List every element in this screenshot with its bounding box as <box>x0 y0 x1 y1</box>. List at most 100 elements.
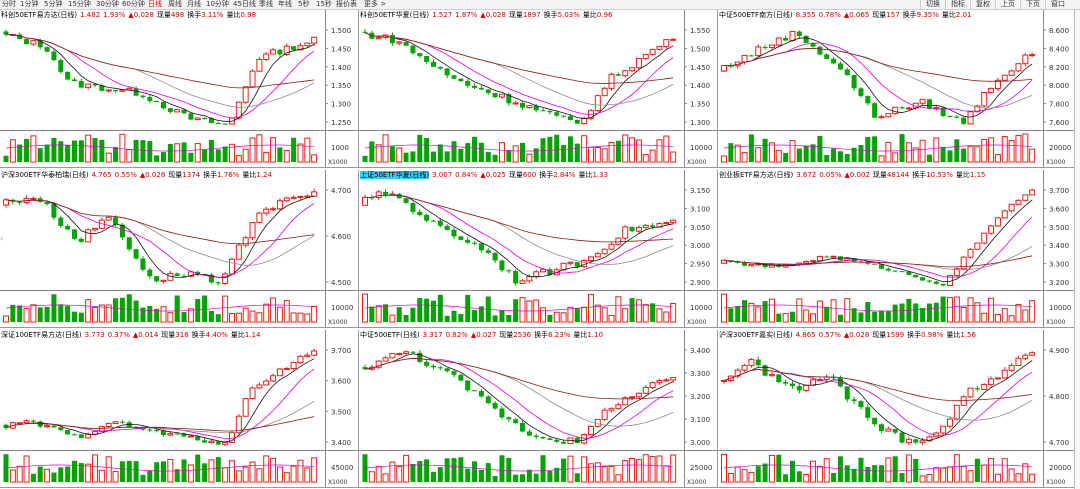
turnover-label: 换手 <box>902 11 917 19</box>
volume-label: 现量 <box>872 11 887 19</box>
price-tick-label: 4.900 <box>1049 347 1069 355</box>
price-tick-label: 1.450 <box>690 64 710 72</box>
period-tab[interactable]: 5分钟 <box>44 0 63 8</box>
period-tab[interactable]: 月线 <box>187 0 201 8</box>
price-tick-label: 3.400 <box>331 439 351 447</box>
volume-tick-label: 20000 <box>1049 144 1071 152</box>
period-tab[interactable]: 30分钟 <box>96 0 119 8</box>
turnover-label: 换手 <box>539 171 554 179</box>
kline-panel[interactable]: 科创50ETF易方达(日线) 1.482 1.93% ▲0.028 现量498 换手3.1… <box>0 10 359 168</box>
panel-header: 沪深300ETF华泰柏瑞(日线) 4.765 0.55% ▲0.026 现量1374 换手… <box>1 171 272 180</box>
kline-panel[interactable]: 创业板ETF易方达(日线) 3.672 0.05% ▲0.002 现量48144 换手10… <box>718 170 1077 328</box>
turnover-label: 换手 <box>907 331 922 339</box>
price-tick-label: 3.200 <box>690 393 710 401</box>
quote-table-tab[interactable]: 报价表 <box>336 0 357 8</box>
price-tick-label: 1.500 <box>331 27 351 35</box>
price-tick-label: 3.700 <box>1049 187 1069 195</box>
period-tab[interactable]: 60分钟 <box>122 0 145 8</box>
price-tick-label: 2.900 <box>690 279 710 287</box>
price-tick-label: 3.150 <box>690 187 710 195</box>
price-tick-label: 8.400 <box>1049 45 1069 53</box>
period-tab[interactable]: 年线 <box>278 0 292 8</box>
price-tick-label: 1.550 <box>690 27 710 35</box>
adjust-button[interactable]: 复权 <box>970 0 995 9</box>
volume-tick-label: 45000 <box>331 464 353 472</box>
next-page-button[interactable]: 下页 <box>1020 0 1045 9</box>
price-tick-label: 4.800 <box>1049 393 1069 401</box>
period-tab[interactable]: 45日线 <box>233 0 256 8</box>
volume-ratio-label: 量比 <box>955 171 970 179</box>
kline-panel[interactable]: 沪深300ETF华泰柏瑞(日线) 4.765 0.55% ▲0.026 现量1374 换手… <box>0 170 359 328</box>
kline-chart: 3.400 3.300 3.200 3.100 3.000 25000 X1000 <box>359 330 717 487</box>
volume-label: 现量 <box>872 331 887 339</box>
change-amount: ▲0.014 <box>132 331 159 339</box>
security-name: 中证500ETF南方(日线) <box>719 11 793 19</box>
period-tab[interactable]: 周线 <box>168 0 182 8</box>
kline-chart: 3.700 3.600 3.500 3.400 45000 X1000 <box>0 330 358 487</box>
window-button[interactable]: 窗口 <box>1045 0 1070 9</box>
volume-label: 现量 <box>499 331 514 339</box>
price-tick-label: 3.600 <box>1049 205 1069 213</box>
switch-button[interactable]: 切换 <box>920 0 945 9</box>
price-tick-label: 4.700 <box>1049 439 1069 447</box>
kline-panel[interactable]: 深证100ETF易方达(日线) 3.773 0.37% ▲0.014 现量316 换手4.… <box>0 330 359 488</box>
price-tick-label: 2.950 <box>690 261 710 269</box>
period-tab[interactable]: 分时 <box>2 0 16 8</box>
security-name: 上证50ETF华夏(日线) <box>360 171 430 179</box>
period-tab-active[interactable]: 日线 <box>148 0 162 8</box>
kline-panel[interactable]: 中证500ETF南方(日线) 8.355 0.78% ▲0.065 现量157 换手9.3… <box>718 10 1077 168</box>
price-tick-label: 3.400 <box>1049 242 1069 250</box>
period-tab[interactable]: 15分钟 <box>68 0 91 8</box>
volume-value: 2536 <box>513 331 532 339</box>
price-tick-label: 3.000 <box>690 439 710 447</box>
period-tab[interactable]: 10分钟 <box>206 0 229 8</box>
kline-panel[interactable]: 中证500ETF(日线) 3.317 0.82% ▲0.027 现量2536 换手6.23… <box>359 330 718 488</box>
panel-header: 科创50ETF华夏(日线) 1.527 1.87% ▲0.028 现量1897 换手5.0… <box>360 11 613 20</box>
period-tab[interactable]: 15秒 <box>316 0 332 8</box>
security-name: 深证100ETF易方达(日线) <box>1 331 82 339</box>
turnover-label: 换手 <box>543 11 558 19</box>
volume-ratio-label: 量比 <box>582 11 597 19</box>
period-tab[interactable]: 1分钟 <box>20 0 39 8</box>
expand-arrow-icon[interactable]: ‹ <box>0 234 4 243</box>
side-scrollbar[interactable] <box>1074 10 1080 489</box>
kline-chart: 3.150 3.100 3.050 3.000 2.950 2.900 10000 X1000 <box>359 170 717 327</box>
kline-panel[interactable]: 科创50ETF华夏(日线) 1.527 1.87% ▲0.028 现量1897 换手5.0… <box>359 10 718 168</box>
volume-tick-label: 10000 <box>1049 304 1071 312</box>
change-percent: 0.37% <box>107 331 130 339</box>
volume-ratio-value: 0.96 <box>596 11 613 19</box>
change-percent: 0.05% <box>819 171 842 179</box>
volume-label: 现量 <box>508 171 523 179</box>
volume-label: 现量 <box>508 11 523 19</box>
change-amount: ▲0.027 <box>470 331 497 339</box>
indicator-button[interactable]: 指标 <box>945 0 970 9</box>
volume-value: 600 <box>522 171 537 179</box>
turnover-label: 换手 <box>187 11 202 19</box>
period-tab[interactable]: 5秒 <box>298 0 310 8</box>
price-tick-label: 3.600 <box>331 378 351 386</box>
turnover-value: 4.40% <box>205 331 228 339</box>
volume-ratio-label: 量比 <box>242 171 257 179</box>
volume-tick-label: 10000 <box>331 304 353 312</box>
period-tab[interactable]: 季线 <box>259 0 273 8</box>
change-amount: ▲0.028 <box>843 331 870 339</box>
last-price: 1.527 <box>432 11 453 19</box>
prev-page-button[interactable]: 上页 <box>995 0 1020 9</box>
price-tick-label: 8.200 <box>1049 64 1069 72</box>
kline-panel[interactable]: 上证50ETF华夏(日线) 3.007 0.84% ▲0.025 现量600 换手2.84… <box>359 170 718 328</box>
price-tick-label: 3.100 <box>690 205 710 213</box>
volume-ratio-value: 1.14 <box>244 331 261 339</box>
volume-unit-label: X1000 <box>328 479 348 486</box>
last-price: 8.355 <box>795 11 816 19</box>
more-tab[interactable]: 更多 > <box>364 0 387 8</box>
kline-panel[interactable]: 沪深300ETF嘉实(日线) 4.865 0.57% ▲0.028 现量1599 换手0.… <box>718 330 1077 488</box>
kline-chart: 3.700 3.600 3.500 3.400 3.300 3.200 10000 X1000 <box>718 170 1076 327</box>
panel-header: 创业板ETF易方达(日线) 3.672 0.05% ▲0.002 现量48144 换手10… <box>719 171 986 180</box>
kline-chart: 1.550 1.500 1.450 1.400 1.350 1.300 10000 X1000 <box>359 10 717 167</box>
security-name: 科创50ETF华夏(日线) <box>360 11 430 19</box>
change-percent: 0.84% <box>455 171 478 179</box>
change-amount: ▲0.025 <box>480 171 506 179</box>
turnover-label: 换手 <box>534 331 549 339</box>
price-tick-label: 1.400 <box>690 82 710 90</box>
volume-ratio-value: 2.01 <box>955 11 972 19</box>
